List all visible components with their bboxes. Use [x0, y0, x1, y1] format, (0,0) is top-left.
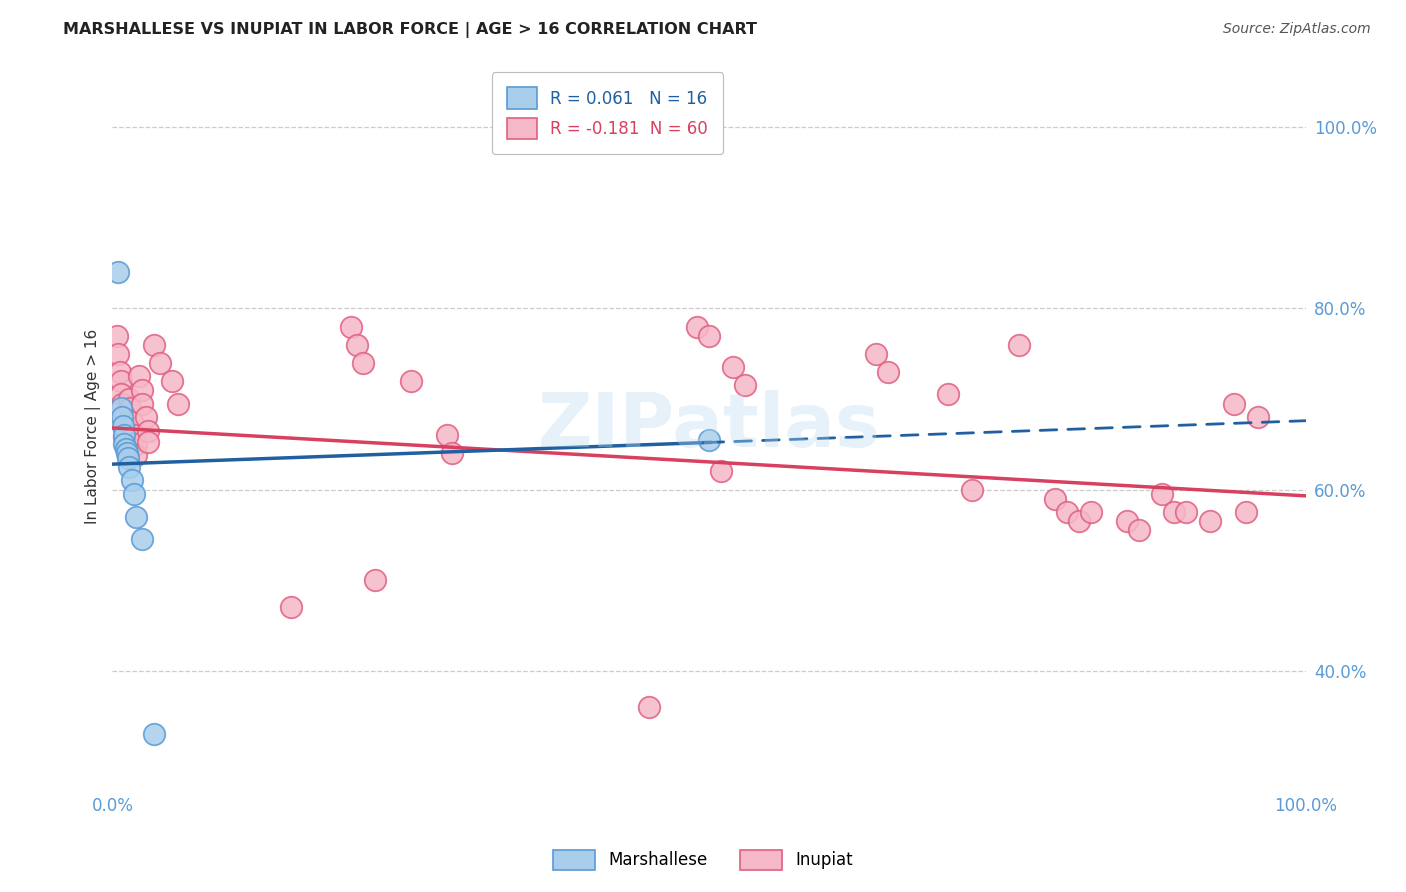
Point: [125, 448, 148, 462]
Point: [1247, 410, 1270, 425]
Point: [364, 573, 387, 587]
Point: [112, 410, 135, 425]
Point: [160, 374, 183, 388]
Point: [117, 448, 139, 462]
Point: [120, 401, 142, 415]
Point: [131, 533, 153, 547]
Point: [1199, 514, 1222, 528]
Point: [340, 319, 363, 334]
Point: [167, 396, 190, 410]
Point: [108, 365, 131, 379]
Point: [112, 430, 135, 444]
Point: [1008, 337, 1031, 351]
Point: [1152, 487, 1174, 501]
Point: [105, 328, 128, 343]
Point: [136, 435, 159, 450]
Point: [122, 428, 145, 442]
Point: [721, 360, 744, 375]
Point: [1080, 505, 1102, 519]
Point: [1175, 505, 1198, 519]
Point: [352, 356, 374, 370]
Point: [107, 265, 129, 279]
Point: [441, 446, 464, 460]
Point: [114, 442, 136, 456]
Point: [112, 419, 135, 434]
Y-axis label: In Labor Force | Age > 16: In Labor Force | Age > 16: [86, 328, 101, 524]
Point: [135, 410, 157, 425]
Point: [118, 392, 141, 406]
Point: [114, 435, 136, 450]
Point: [638, 699, 661, 714]
Legend: Marshallese, Inupiat: Marshallese, Inupiat: [546, 843, 860, 877]
Point: [121, 415, 143, 429]
Point: [107, 347, 129, 361]
Point: [117, 450, 139, 465]
Point: [110, 387, 132, 401]
Point: [111, 396, 134, 410]
Point: [865, 347, 887, 361]
Point: [112, 428, 135, 442]
Point: [346, 337, 368, 351]
Point: [149, 356, 172, 370]
Point: [686, 319, 709, 334]
Point: [877, 365, 900, 379]
Point: [131, 396, 153, 410]
Point: [1128, 523, 1150, 537]
Point: [734, 378, 756, 392]
Point: [399, 374, 422, 388]
Point: [125, 509, 148, 524]
Point: [110, 374, 132, 388]
Point: [1115, 514, 1137, 528]
Point: [697, 433, 720, 447]
Point: [960, 483, 983, 497]
Point: [121, 474, 143, 488]
Point: [936, 387, 959, 401]
Text: MARSHALLESE VS INUPIAT IN LABOR FORCE | AGE > 16 CORRELATION CHART: MARSHALLESE VS INUPIAT IN LABOR FORCE | …: [63, 22, 758, 38]
Point: [131, 383, 153, 397]
Point: [280, 600, 302, 615]
Point: [118, 459, 141, 474]
Text: Source: ZipAtlas.com: Source: ZipAtlas.com: [1223, 22, 1371, 37]
Point: [128, 369, 150, 384]
Point: [136, 424, 159, 438]
Point: [697, 328, 720, 343]
Point: [1234, 505, 1257, 519]
Point: [436, 428, 458, 442]
Point: [1223, 396, 1246, 410]
Point: [115, 446, 138, 460]
Point: [112, 419, 135, 434]
Point: [1056, 505, 1078, 519]
Point: [112, 437, 135, 451]
Point: [110, 401, 132, 415]
Point: [1043, 491, 1066, 506]
Point: [125, 437, 148, 451]
Point: [143, 337, 166, 351]
Point: [1067, 514, 1090, 528]
Point: [143, 727, 166, 741]
Point: [111, 410, 134, 425]
Point: [710, 464, 733, 478]
Point: [122, 487, 145, 501]
Point: [115, 442, 138, 456]
Legend: R = 0.061   N = 16, R = -0.181  N = 60: R = 0.061 N = 16, R = -0.181 N = 60: [492, 72, 723, 154]
Text: ZIPatlas: ZIPatlas: [537, 390, 880, 463]
Point: [1163, 505, 1185, 519]
